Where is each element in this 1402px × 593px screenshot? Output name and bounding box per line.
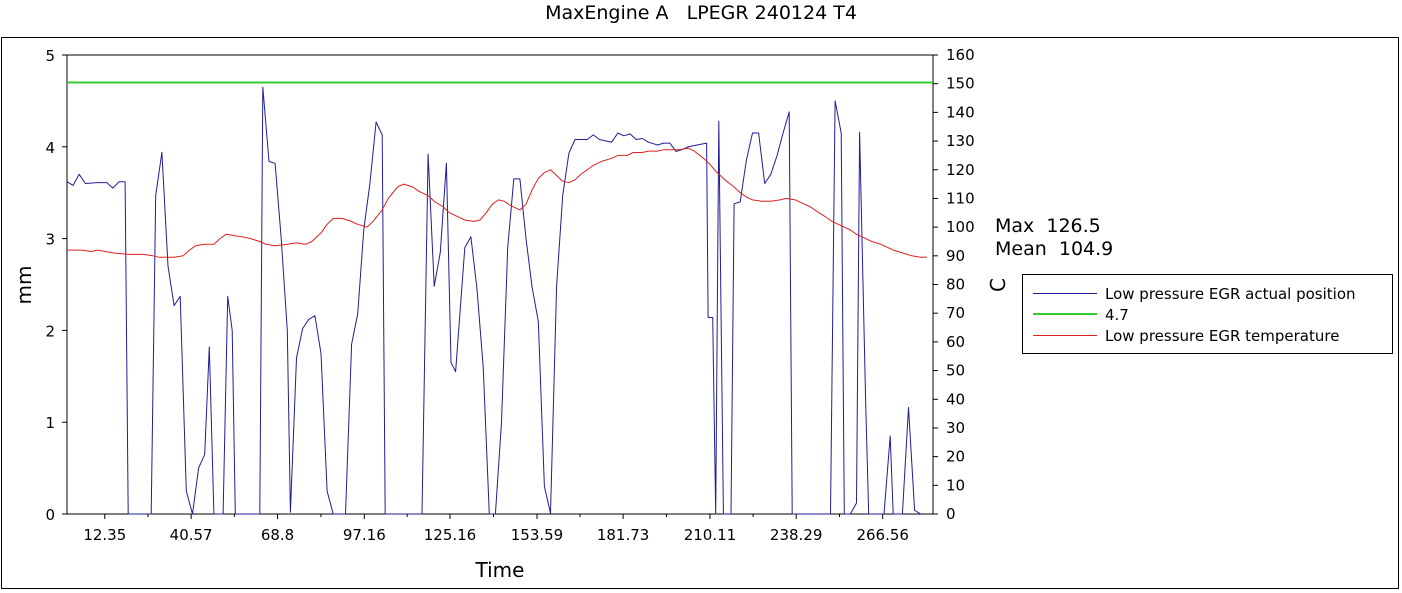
x-tick-label: 68.8 (261, 526, 294, 544)
y-right-tick-label: 90 (946, 247, 965, 265)
x-tick-label: 125.16 (424, 526, 477, 544)
series-egr-position-line (66, 86, 922, 515)
y-right-tick-label: 110 (946, 189, 975, 207)
x-tick-label: 153.59 (511, 526, 564, 544)
legend-swatch-egr-temperature (1033, 335, 1097, 336)
y-axis-right: 0 10 20 30 40 50 60 70 80 90 100 110 120 130 140 150 160 (933, 46, 975, 523)
max-value: 126.5 (1046, 215, 1101, 237)
y-right-tick-label: 80 (946, 276, 965, 294)
y-left-tick-label: 1 (45, 414, 55, 432)
y-axis-left-label: mm (12, 266, 36, 305)
mean-label: Mean (995, 238, 1047, 260)
y-left-tick-label: 5 (45, 47, 55, 65)
y-right-tick-label: 50 (946, 362, 965, 380)
y-right-tick-label: 150 (946, 75, 975, 93)
y-axis-left: 0 1 2 3 4 5 (45, 47, 67, 524)
x-tick-label: 266.56 (856, 526, 909, 544)
x-tick-label: 210.11 (684, 526, 737, 544)
y-right-tick-label: 140 (946, 103, 975, 121)
legend-label-threshold: 4.7 (1105, 306, 1129, 324)
series-layer (66, 81, 933, 515)
y-right-tick-label: 0 (946, 505, 956, 523)
legend-item-egr-temperature: Low pressure EGR temperature (1023, 325, 1392, 347)
y-axis-right-label: C (986, 278, 1010, 292)
y-right-tick-label: 160 (946, 46, 975, 64)
x-axis: 12.35 40.57 68.8 97.16 125.16 153.59 181.73 210… (83, 514, 909, 544)
plot-frame (1, 37, 1399, 589)
y-left-tick-label: 0 (45, 506, 55, 524)
max-label: Max (995, 215, 1035, 237)
legend-item-threshold: 4.7 (1023, 304, 1392, 326)
x-tick-label: 238.29 (770, 526, 823, 544)
x-tick-label: 97.16 (343, 526, 386, 544)
legend: Low pressure EGR actual position 4.7 Low… (1022, 274, 1393, 354)
legend-swatch-threshold (1033, 313, 1097, 315)
y-right-tick-label: 10 (946, 476, 965, 494)
y-right-tick-label: 100 (946, 218, 975, 236)
mean-value: 104.9 (1058, 238, 1114, 260)
chart-title: MaxEngine A LPEGR 240124 T4 (545, 2, 857, 24)
y-right-tick-label: 60 (946, 333, 965, 351)
y-right-tick-label: 70 (946, 304, 965, 322)
legend-label-egr-temperature: Low pressure EGR temperature (1105, 327, 1340, 345)
y-right-tick-label: 30 (946, 419, 965, 437)
y-left-tick-label: 2 (45, 322, 55, 340)
x-tick-label: 40.57 (170, 526, 213, 544)
legend-item-egr-position: Low pressure EGR actual position (1023, 283, 1392, 305)
legend-label-egr-position: Low pressure EGR actual position (1105, 285, 1356, 303)
x-axis-label: Time (475, 558, 525, 582)
x-tick-label: 12.35 (83, 526, 126, 544)
series-egr-temperature-line (67, 147, 927, 258)
y-right-tick-label: 20 (946, 448, 965, 466)
y-right-tick-label: 120 (946, 161, 975, 179)
x-tick-label: 181.73 (597, 526, 650, 544)
y-right-tick-label: 130 (946, 132, 975, 150)
y-left-tick-label: 3 (45, 231, 55, 249)
y-right-tick-label: 40 (946, 390, 965, 408)
legend-swatch-egr-position (1033, 293, 1097, 294)
stats-panel: Max 126.5 Mean 104.9 (995, 215, 1113, 261)
y-left-tick-label: 4 (45, 139, 55, 157)
